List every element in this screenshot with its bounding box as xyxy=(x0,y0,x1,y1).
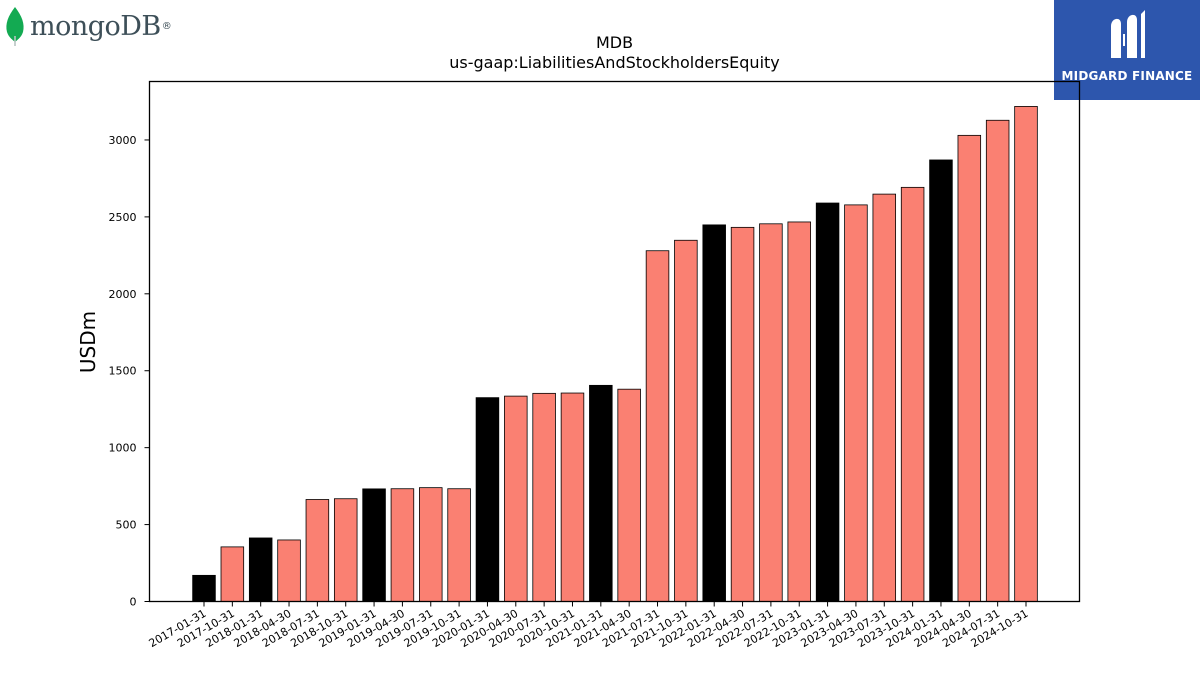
y-tick-label: 2500 xyxy=(109,211,137,224)
bar-2017-01-31 xyxy=(192,574,216,602)
bar-2024-10-31 xyxy=(1014,106,1038,602)
registered-mark: ® xyxy=(161,20,172,32)
midgard-monogram-icon xyxy=(1111,10,1145,58)
leaf-icon xyxy=(6,7,24,46)
bar-2021-07-31 xyxy=(645,250,670,602)
y-tick-label: 500 xyxy=(116,519,137,532)
bar-2018-04-30 xyxy=(277,539,301,602)
bar-2021-04-30 xyxy=(617,388,641,602)
bar-series xyxy=(192,106,1038,602)
bar-2019-01-31 xyxy=(362,488,386,602)
bar-2023-10-31 xyxy=(900,186,925,602)
bar-2019-10-31 xyxy=(447,488,471,602)
y-tick-label: 3000 xyxy=(109,134,137,147)
bar-2019-04-30 xyxy=(390,488,415,602)
bar-2021-01-31 xyxy=(589,384,613,602)
y-tick-label: 1500 xyxy=(109,365,137,378)
bar-2020-07-31 xyxy=(532,392,556,602)
bar-2018-10-31 xyxy=(333,498,358,602)
chart-subtitle: us-gaap:LiabilitiesAndStockholdersEquity xyxy=(449,53,780,72)
bar-2018-01-31 xyxy=(248,537,273,602)
bar-2020-10-31 xyxy=(560,392,585,602)
bar-2017-10-31 xyxy=(220,546,245,602)
midgard-finance-logo: MIDGARD FINANCE xyxy=(1054,0,1200,100)
bar-2020-01-31 xyxy=(475,397,500,602)
midgard-finance-label: MIDGARD FINANCE xyxy=(1061,69,1193,83)
bar-2024-01-31 xyxy=(929,159,953,602)
mongodb-logo: mongoDB ® xyxy=(4,4,172,48)
y-tick-label: 2000 xyxy=(109,288,137,301)
bar-2018-07-31 xyxy=(305,499,330,602)
bar-2024-07-31 xyxy=(985,119,1010,602)
bar-2024-04-30 xyxy=(957,134,982,602)
bar-2023-07-31 xyxy=(872,193,897,602)
bar-2022-04-30 xyxy=(730,226,755,602)
bar-2023-04-30 xyxy=(844,204,868,602)
bar-2023-01-31 xyxy=(815,202,840,602)
plot-frame xyxy=(148,80,1081,603)
y-axis-label: USDm xyxy=(76,311,100,373)
y-axis: 0 500 1000 1500 2000 2500 3000 xyxy=(109,134,150,609)
bar-2022-01-31 xyxy=(702,224,726,602)
bar-2022-07-31 xyxy=(759,223,783,602)
bar-2022-10-31 xyxy=(787,221,811,602)
y-tick-label: 1000 xyxy=(109,442,137,455)
bar-2021-10-31 xyxy=(674,239,698,602)
chart-title: MDB xyxy=(596,33,633,52)
mongodb-wordmark: mongoDB xyxy=(30,10,161,42)
bar-2019-07-31 xyxy=(419,487,443,602)
y-tick-label: 0 xyxy=(130,596,137,609)
x-axis: 2017-01-312017-10-312018-01-312018-04-30… xyxy=(147,601,1031,650)
bar-2020-04-30 xyxy=(504,395,528,602)
